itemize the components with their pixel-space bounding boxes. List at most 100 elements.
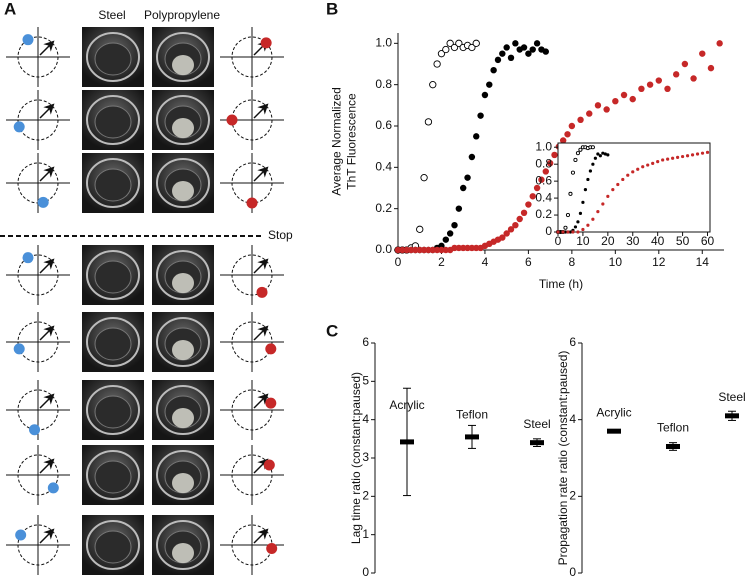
data-point [603, 152, 607, 156]
mean-mark [400, 439, 414, 445]
data-point [446, 230, 454, 237]
data-point [546, 160, 554, 167]
data-point [655, 77, 662, 84]
data-point [503, 230, 510, 237]
photo-rim [86, 450, 140, 500]
data-point [638, 85, 645, 93]
data-point [416, 225, 424, 233]
data-point [620, 91, 628, 99]
x-tick-label: 14 [696, 255, 710, 269]
orbit [231, 454, 273, 496]
x-axis-label: Time (h) [539, 277, 583, 291]
data-point [601, 202, 605, 206]
data-point [576, 220, 580, 224]
data-point [656, 160, 660, 164]
panel-a [6, 27, 284, 575]
panel-label: C [326, 321, 338, 340]
column-header: Steel [98, 8, 125, 22]
photo-rim [156, 32, 210, 82]
data-point [611, 188, 615, 192]
orbit [17, 454, 59, 496]
photo-rim [86, 250, 140, 300]
data-point [494, 56, 502, 64]
data-point [433, 60, 441, 68]
panel-label: B [326, 0, 338, 18]
data-point [563, 230, 568, 234]
y-axis-label: Average Normalized [330, 87, 344, 196]
data-point [676, 155, 680, 160]
data-point [551, 151, 558, 159]
x-tick-label: 20 [601, 234, 615, 248]
data-point [507, 226, 515, 233]
data-point [690, 153, 695, 157]
data-point [705, 150, 710, 154]
x-tick-label: 12 [652, 255, 666, 269]
y-tick-label: 5 [362, 374, 369, 388]
orbit [17, 254, 59, 296]
data-point [442, 236, 450, 243]
x-tick-label: 6 [525, 255, 532, 269]
column-header: Polypropylene [144, 8, 220, 22]
photo-rim [86, 520, 140, 570]
direction-arrow [39, 393, 55, 409]
data-point [499, 50, 506, 57]
data-point [556, 230, 560, 234]
position-dot [266, 542, 278, 554]
direction-arrow [39, 258, 55, 274]
direction-arrow [253, 166, 269, 182]
data-point [429, 81, 437, 89]
data-point [699, 50, 706, 57]
category-label: Steel [523, 417, 550, 431]
data-point [588, 169, 592, 173]
data-point [646, 81, 654, 88]
mean-mark [530, 440, 544, 446]
orbit [231, 36, 273, 78]
y-tick-label: 0.6 [375, 118, 392, 132]
data-point [468, 43, 476, 52]
mean-mark [607, 428, 621, 434]
y-tick-label: 0 [545, 224, 552, 238]
data-point [468, 153, 476, 161]
position-dot [15, 529, 27, 541]
data-point [681, 60, 689, 68]
photo-rim [86, 317, 140, 367]
data-point [486, 81, 493, 88]
y-tick-label: 4 [362, 412, 369, 426]
photo-inner [94, 260, 132, 294]
mean-mark [465, 434, 479, 440]
data-point [695, 152, 700, 156]
data-point [680, 154, 685, 159]
x-tick-label: 2 [438, 255, 445, 269]
orbit [231, 389, 273, 431]
data-point [533, 40, 541, 47]
data-point [591, 162, 595, 166]
position-dot [256, 286, 268, 298]
inset-frame [557, 142, 711, 233]
photo-rim [86, 385, 140, 435]
data-point [586, 110, 593, 117]
direction-arrow [39, 528, 55, 544]
photo-inner [94, 460, 132, 494]
droplet [172, 118, 194, 138]
photo-rim [86, 158, 140, 208]
data-point [451, 222, 458, 229]
data-point [664, 85, 671, 93]
data-point [606, 194, 610, 198]
photo-inner [94, 42, 132, 76]
data-point [564, 131, 571, 138]
data-point [716, 40, 723, 47]
data-point [586, 223, 590, 227]
data-point [573, 157, 578, 163]
data-point [576, 230, 580, 234]
data-point [455, 39, 463, 47]
position-dot [22, 252, 34, 264]
photo-rim [156, 158, 210, 208]
data-point [651, 161, 655, 165]
data-point [566, 230, 570, 234]
data-point [626, 173, 630, 177]
data-point [563, 225, 568, 230]
x-tick-label: 30 [626, 234, 640, 248]
position-dot [13, 343, 25, 355]
x-tick-label: 50 [676, 234, 690, 248]
position-dot [22, 34, 34, 46]
